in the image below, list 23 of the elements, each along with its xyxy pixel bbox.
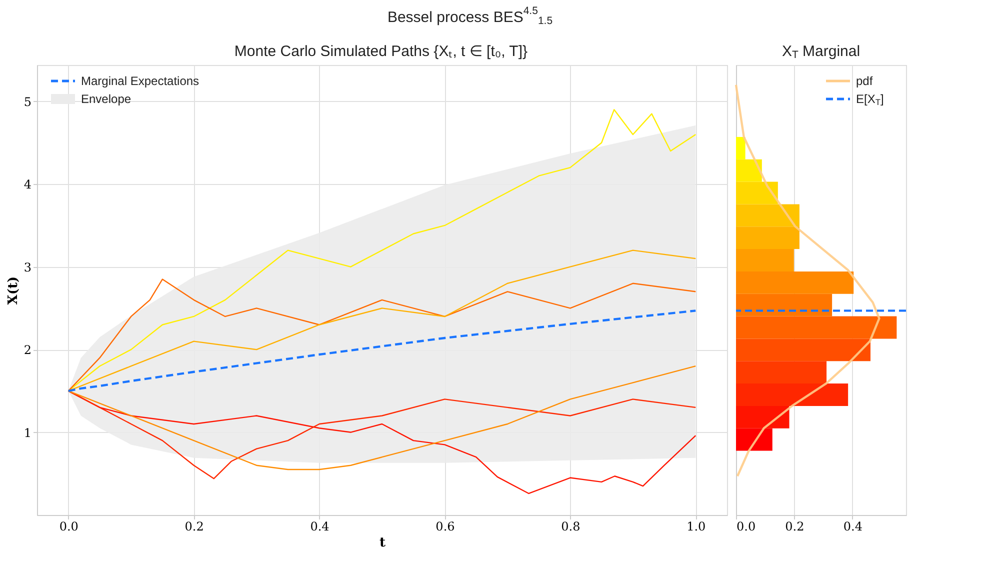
legend-label: Marginal Expectations bbox=[81, 74, 200, 88]
x-tick-label: 0.6 bbox=[436, 520, 455, 534]
x-tick-label: 0.4 bbox=[843, 520, 863, 534]
y-tick-label: 5 bbox=[24, 94, 32, 109]
annotation: Envelope bbox=[81, 92, 132, 106]
x-tick-label: 1.0 bbox=[686, 520, 706, 534]
y-tick-label: 3 bbox=[24, 260, 32, 274]
x-tick-label: 0.2 bbox=[785, 520, 804, 534]
x-tick-label: 0.8 bbox=[561, 520, 580, 534]
chart-subtitle: Monte Carlo Simulated Paths {Xₜ, t ∈ [t₀, T]} bbox=[234, 43, 528, 60]
x-tick-label: 0.2 bbox=[184, 520, 204, 534]
x-tick-label: 0.0 bbox=[59, 520, 78, 534]
legend-label: pdf bbox=[856, 74, 874, 88]
line-series bbox=[67, 310, 697, 392]
x-tick-label: 0.4 bbox=[310, 520, 330, 534]
y-tick-label: 2 bbox=[24, 343, 32, 358]
y-axis-title: X(t) bbox=[6, 276, 21, 305]
line-series bbox=[68, 278, 696, 392]
x-tick-label: 0.0 bbox=[736, 520, 756, 534]
x-axis-title: t bbox=[379, 536, 386, 550]
y-tick-label: 1 bbox=[24, 426, 32, 440]
line-series bbox=[68, 366, 696, 470]
y-tick-label: 4 bbox=[24, 178, 32, 192]
